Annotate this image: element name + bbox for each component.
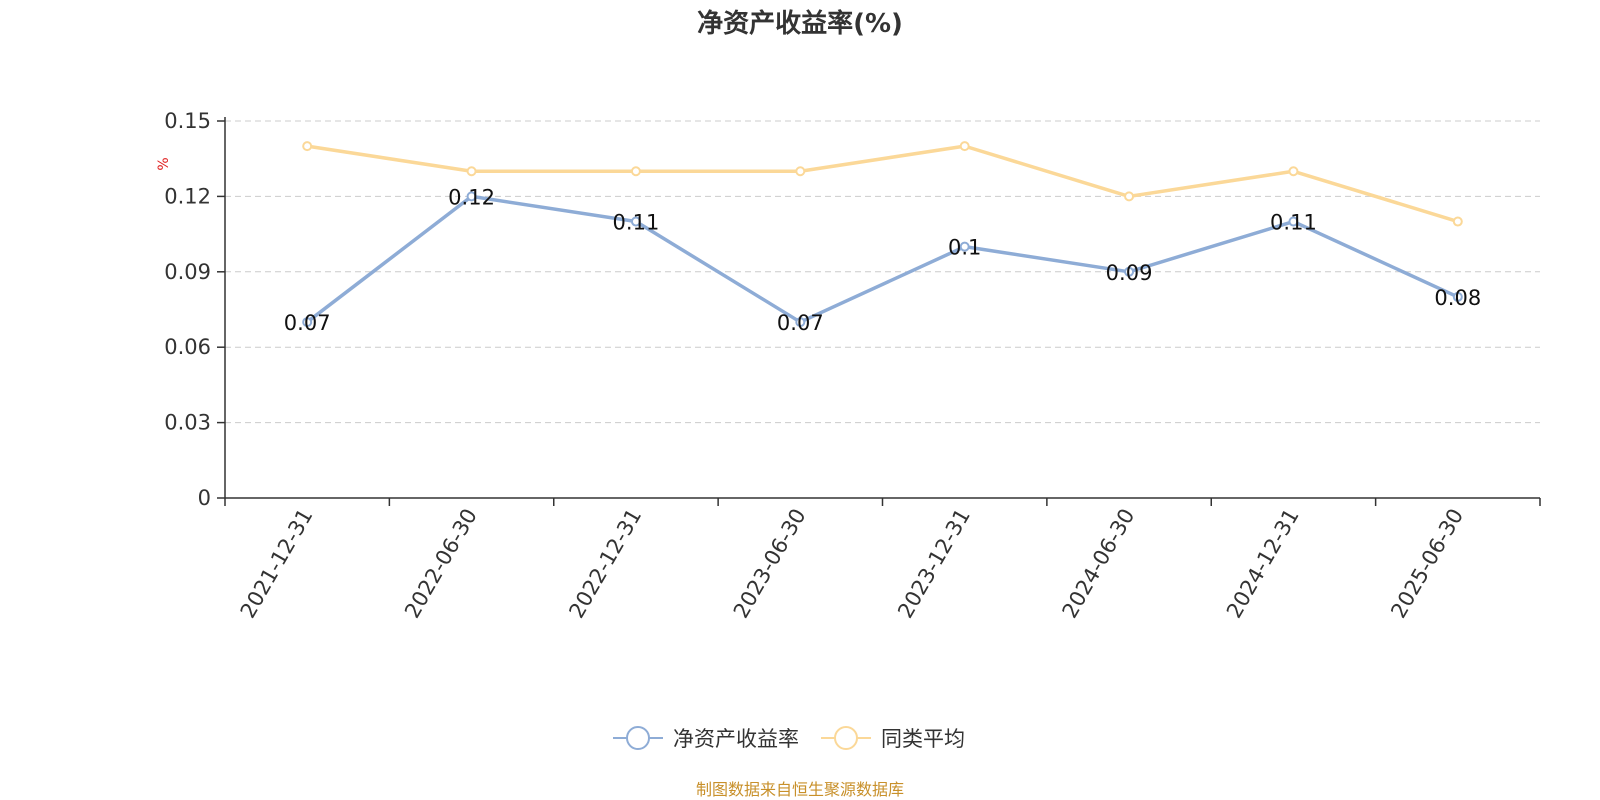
x-tick-label: 2024-12-31 bbox=[1222, 505, 1304, 623]
series-point bbox=[466, 191, 477, 202]
series-point bbox=[959, 141, 970, 152]
series-point bbox=[959, 241, 970, 252]
y-tick-label: 0 bbox=[198, 486, 211, 510]
legend-marker bbox=[626, 726, 650, 750]
y-axis-unit: % bbox=[156, 157, 172, 170]
legend-item[interactable]: 同类平均 bbox=[821, 726, 965, 751]
series-point bbox=[1124, 191, 1135, 202]
axes bbox=[224, 117, 1540, 499]
series-point bbox=[302, 317, 313, 328]
data-label: 0.12 bbox=[448, 185, 495, 209]
x-tick-label: 2021-12-31 bbox=[236, 505, 318, 623]
x-tick-labels: 2021-12-31 2022-06-30 2022-12-31 2023-06-30… bbox=[224, 498, 1541, 623]
series-point bbox=[1124, 266, 1135, 277]
x-tick-label: 2023-12-31 bbox=[893, 505, 975, 623]
chart-title: 净资产收益率(%) bbox=[697, 8, 903, 39]
grid-lines bbox=[225, 120, 1540, 424]
y-tick-label: 0.12 bbox=[164, 184, 211, 208]
x-tick-label: 2024-06-30 bbox=[1058, 505, 1140, 623]
y-tick-label: 0.15 bbox=[164, 109, 211, 133]
y-tick-label: 0.09 bbox=[164, 260, 211, 284]
data-label: 0.1 bbox=[948, 236, 981, 260]
data-label: 0.11 bbox=[613, 211, 660, 235]
legend-label: 同类平均 bbox=[881, 727, 965, 751]
series-line bbox=[306, 194, 1459, 324]
series-point bbox=[466, 166, 477, 177]
legend-marker bbox=[834, 726, 858, 750]
data-label: 0.07 bbox=[777, 311, 824, 335]
series-point bbox=[302, 141, 313, 152]
x-tick-label: 2022-06-30 bbox=[400, 505, 482, 623]
data-label: 0.08 bbox=[1434, 286, 1481, 310]
legend[interactable]: 净资产收益率 同类平均 bbox=[613, 726, 965, 751]
data-labels: 0.07 0.12 0.11 0.07 0.1 0.09 0.11 0.08 bbox=[284, 185, 1481, 335]
data-label: 0.09 bbox=[1106, 261, 1153, 285]
y-tick-labels: 0 0.03 0.06 0.09 0.12 0.15 bbox=[164, 109, 225, 510]
y-tick-label: 0.03 bbox=[164, 411, 211, 435]
legend-label: 净资产收益率 bbox=[673, 727, 799, 751]
series-point bbox=[1452, 216, 1463, 227]
y-tick-label: 0.06 bbox=[164, 335, 211, 359]
data-label: 0.07 bbox=[284, 311, 331, 335]
series-point bbox=[1288, 216, 1299, 227]
series-line bbox=[306, 144, 1459, 224]
series-point bbox=[1288, 166, 1299, 177]
source-note: 制图数据来自恒生聚源数据库 bbox=[696, 780, 904, 799]
legend-item[interactable]: 净资产收益率 bbox=[613, 726, 799, 751]
series-point bbox=[630, 216, 641, 227]
series-layer bbox=[302, 141, 1463, 328]
data-label: 0.11 bbox=[1270, 211, 1317, 235]
series-point bbox=[795, 166, 806, 177]
x-tick-label: 2023-06-30 bbox=[729, 505, 811, 623]
series-point bbox=[795, 317, 806, 328]
x-tick-label: 2025-06-30 bbox=[1386, 505, 1468, 623]
series-point bbox=[630, 166, 641, 177]
x-tick-label: 2022-12-31 bbox=[564, 505, 646, 623]
series-point bbox=[1452, 291, 1463, 302]
